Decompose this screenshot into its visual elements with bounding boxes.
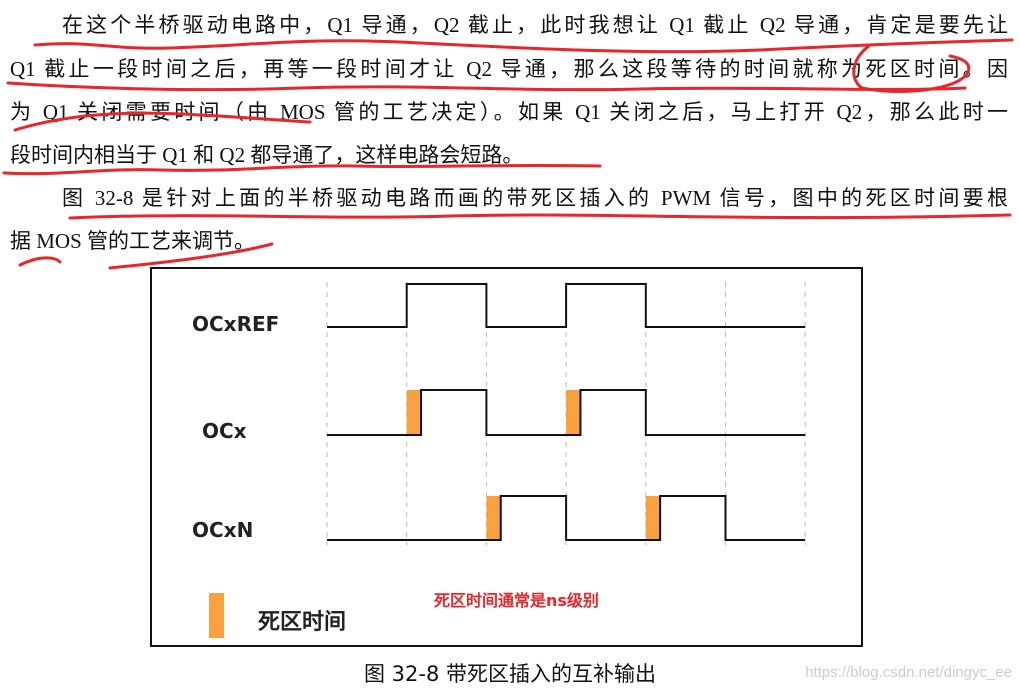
waveform-ocxn (327, 495, 806, 541)
waveform-ocx (327, 389, 806, 436)
red-annotation-note: 死区时间通常是ns级别 (434, 591, 599, 610)
text-line: 在这个半桥驱动电路中，Q1 导通，Q2 截止，此时我想让 Q1 截止 Q2 导通… (62, 13, 1008, 37)
dead-time-marker (486, 496, 501, 540)
signal-label-ocxref: OCxREF (192, 312, 280, 336)
dead-time-legend-label: 死区时间 (258, 610, 347, 635)
text-line: 为 Q1 关闭需要时间（由 MOS 管的工艺决定）。如果 Q1 关闭之后，马上打… (10, 100, 1008, 124)
dead-time-marker (566, 390, 581, 435)
dead-time-marker (406, 390, 422, 435)
waveform-ocxref (327, 283, 806, 328)
text-line: 据 MOS 管的工艺来调节。 (10, 229, 256, 253)
dead-time-marker (645, 496, 661, 540)
signal-label-ocx: OCx (202, 419, 247, 443)
timing-diagram-frame (150, 267, 863, 647)
text-line: Q1 截止一段时间之后，再等一段时间才让 Q2 导通，那么这段等待的时间就称为死… (10, 57, 1008, 81)
figure-caption: 图 32-8 带死区插入的互补输出 (363, 662, 656, 686)
text-line: 图 32-8 是针对上面的半桥驱动电路而画的带死区插入的 PWM 信号，图中的死… (62, 186, 1008, 210)
watermark: https://blog.csdn.net/dingyc_ee (805, 664, 1012, 681)
dead-time-legend-swatch (209, 593, 224, 638)
signal-label-ocxn: OCxN (192, 518, 254, 542)
text-line: 段时间内相当于 Q1 和 Q2 都导通了，这样电路会短路。 (10, 143, 524, 167)
